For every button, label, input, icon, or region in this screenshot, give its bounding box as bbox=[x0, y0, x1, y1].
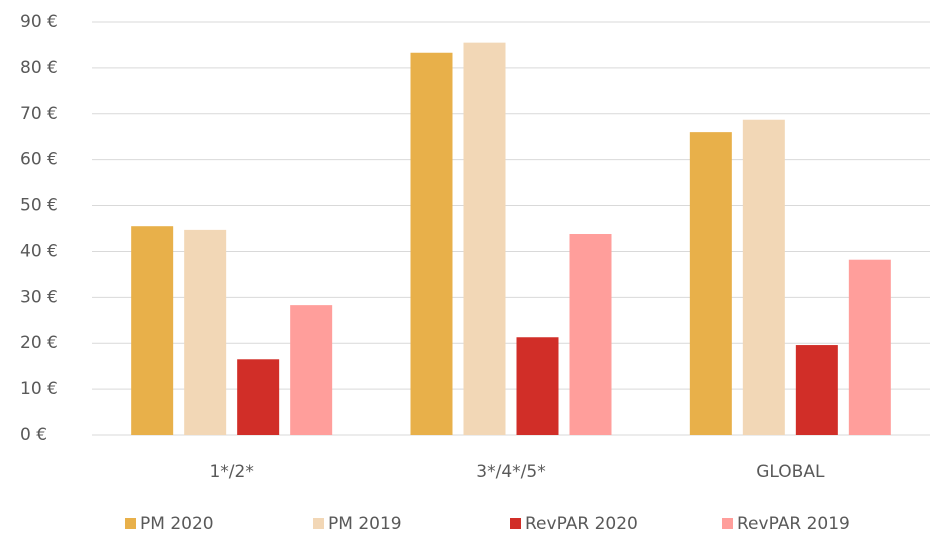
y-tick-label: 60 € bbox=[20, 150, 58, 170]
legend-label: RevPAR 2019 bbox=[737, 514, 850, 534]
y-tick-label: 50 € bbox=[20, 196, 58, 216]
bar bbox=[516, 337, 559, 435]
y-tick-label: 10 € bbox=[20, 379, 58, 399]
x-tick-label: GLOBAL bbox=[756, 462, 825, 482]
bar bbox=[184, 229, 227, 435]
bar bbox=[742, 119, 785, 435]
legend-swatch bbox=[722, 518, 733, 529]
bar bbox=[410, 52, 453, 436]
legend-swatch bbox=[125, 518, 136, 529]
x-tick-label: 3*/4*/5* bbox=[476, 462, 545, 482]
y-tick-label: 20 € bbox=[20, 333, 58, 353]
legend-label: PM 2020 bbox=[140, 514, 214, 534]
bar bbox=[237, 359, 280, 435]
y-tick-label: 70 € bbox=[20, 104, 58, 124]
y-tick-label: 0 € bbox=[20, 425, 47, 445]
bar bbox=[569, 234, 612, 435]
bar bbox=[689, 132, 732, 435]
legend-swatch bbox=[313, 518, 324, 529]
y-tick-label: 30 € bbox=[20, 287, 58, 307]
y-tick-label: 90 € bbox=[20, 12, 58, 32]
legend-swatch bbox=[510, 518, 521, 529]
legend-label: RevPAR 2020 bbox=[525, 514, 638, 534]
bar bbox=[848, 259, 891, 435]
y-tick-label: 80 € bbox=[20, 58, 58, 78]
legend-label: PM 2019 bbox=[328, 514, 402, 534]
bar bbox=[463, 42, 506, 436]
bar bbox=[131, 226, 174, 435]
y-tick-label: 40 € bbox=[20, 241, 58, 261]
x-tick-label: 1*/2* bbox=[209, 462, 253, 482]
bar bbox=[290, 305, 333, 435]
bar bbox=[795, 345, 838, 435]
